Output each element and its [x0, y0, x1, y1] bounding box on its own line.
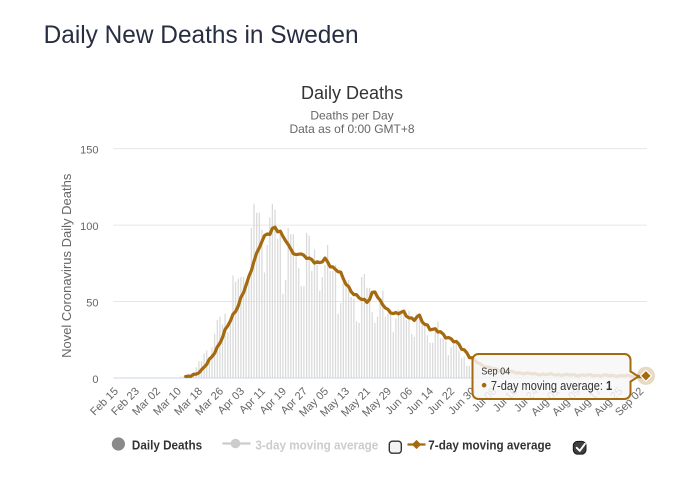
svg-text:0: 0	[92, 374, 98, 386]
svg-text:150: 150	[80, 145, 98, 157]
svg-text:Deaths per Day: Deaths per Day	[310, 109, 393, 123]
svg-text:Daily Deaths: Daily Deaths	[301, 83, 403, 103]
svg-text:7-day moving average: 1: 7-day moving average: 1	[491, 378, 613, 393]
svg-text:50: 50	[86, 298, 98, 310]
svg-text:Novel Coronavirus Daily Deaths: Novel Coronavirus Daily Deaths	[59, 173, 74, 358]
svg-text:3-day moving average: 3-day moving average	[255, 438, 378, 453]
svg-text:100: 100	[80, 221, 98, 233]
svg-text:Daily New Deaths in Sweden: Daily New Deaths in Sweden	[44, 22, 359, 49]
svg-text:7-day moving average: 7-day moving average	[428, 438, 551, 453]
svg-text:Data as of 0:00 GMT+8: Data as of 0:00 GMT+8	[289, 122, 414, 136]
svg-text:Sep 04: Sep 04	[481, 366, 510, 378]
svg-text:Daily Deaths: Daily Deaths	[132, 438, 202, 453]
